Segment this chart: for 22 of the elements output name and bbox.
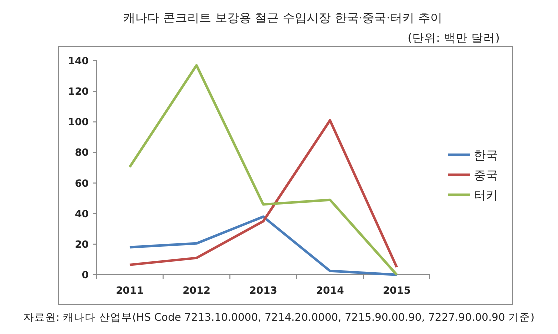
text: (단위: 백만 달러) <box>408 31 500 45</box>
line-series <box>128 64 398 276</box>
y-tick-label: 120 <box>68 87 90 98</box>
x-tick-label: 2013 <box>250 286 278 297</box>
x-tick-label: 2012 <box>182 286 211 297</box>
y-tick-label: 40 <box>75 209 90 220</box>
x-tick-label: 2015 <box>383 286 411 297</box>
y-tick-label: 20 <box>75 240 90 251</box>
y-tick-label: 60 <box>75 178 90 190</box>
legend-label: 한국 <box>474 148 498 162</box>
y-tick-label: 80 <box>75 148 90 160</box>
y-tick-label: 100 <box>68 118 90 129</box>
y-tick-label: 140 <box>68 56 90 68</box>
y-tick-label: 0 <box>82 270 90 282</box>
legend-label: 중국 <box>474 168 498 182</box>
line-series <box>128 119 398 269</box>
x-tick-label: 2011 <box>116 286 144 297</box>
chart-title: 캐나다 콘크리트 보강용 철근 수입시장 한국·중국·터키 추이 <box>124 11 442 25</box>
legend-label: 터키 <box>474 188 498 202</box>
line-series <box>128 216 398 276</box>
x-tick-label: 2014 <box>316 286 344 297</box>
text: 자료원: 캐나다 산업부(HS Code 7213.10.0000, 7214.20.0000, 7215.90.00.90, 7227.90.00.90 기준) <box>23 312 535 324</box>
